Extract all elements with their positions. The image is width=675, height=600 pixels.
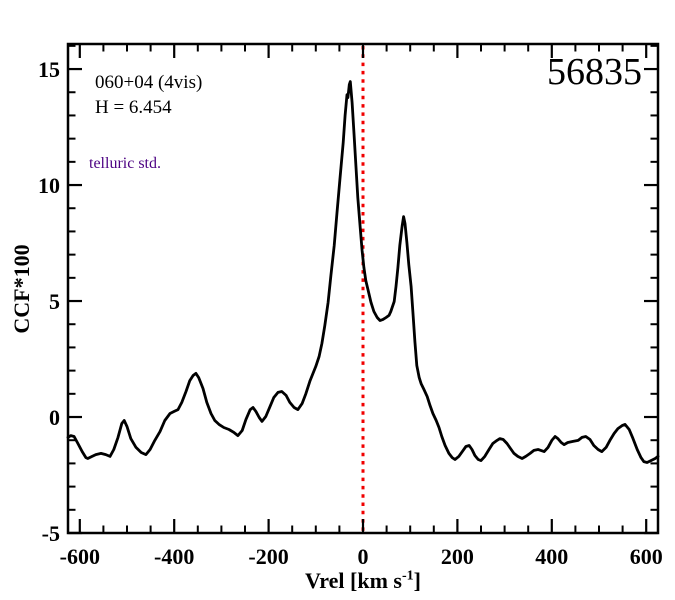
- mjd-label: 56835: [547, 51, 642, 93]
- x-axis-title-text: Vrel [km s: [305, 568, 402, 593]
- x-axis-title: Vrel [km s-1]: [305, 568, 421, 594]
- tick-label: 600: [630, 544, 663, 569]
- tick-label: 10: [38, 173, 60, 198]
- x-axis-title-suffix: ]: [413, 568, 421, 593]
- tick-label: -200: [248, 544, 288, 569]
- field-visits-label: 060+04 (4vis): [95, 72, 203, 93]
- tick-label: 200: [441, 544, 474, 569]
- tick-label: -600: [60, 544, 100, 569]
- tick-label: 0: [358, 544, 369, 569]
- tick-label: -400: [154, 544, 194, 569]
- tick-label: -5: [42, 521, 60, 546]
- tick-label: 0: [49, 405, 60, 430]
- tick-label: 15: [38, 57, 60, 82]
- h-magnitude-label: H = 6.454: [95, 97, 172, 118]
- tick-label: 400: [535, 544, 568, 569]
- x-axis-title-sup: -1: [401, 568, 414, 584]
- ccf-curve: [66, 80, 660, 464]
- tick-label: 5: [49, 289, 60, 314]
- telluric-standard-label: telluric std.: [89, 155, 161, 172]
- y-axis-title: CCF*100: [9, 244, 34, 334]
